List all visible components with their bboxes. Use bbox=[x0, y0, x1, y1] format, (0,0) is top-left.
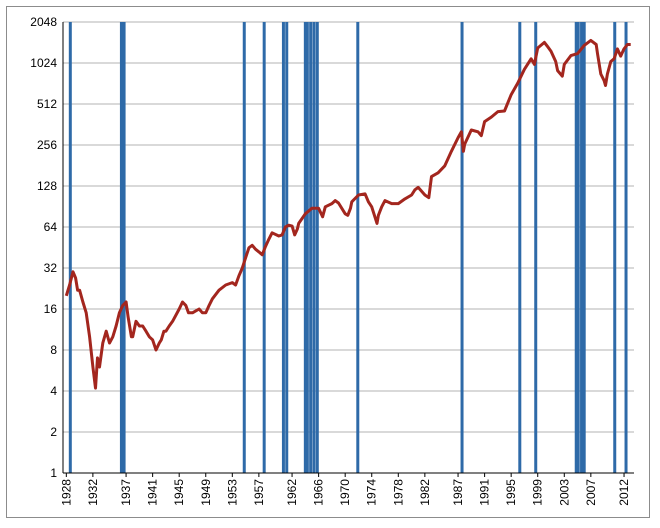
y-tick-label: 2 bbox=[50, 425, 57, 439]
x-tick-label: 1978 bbox=[391, 479, 405, 506]
x-tick-label: 1941 bbox=[146, 479, 160, 506]
x-tick-label: 1937 bbox=[119, 479, 133, 506]
x-tick-label: 1928 bbox=[59, 479, 73, 506]
chart-frame: 2048 1024 512 256 128 64 32 16 8 4 2 1 1928 1932 1937… bbox=[6, 6, 650, 518]
plot-area bbox=[63, 22, 634, 473]
y-tick-label: 8 bbox=[50, 343, 57, 357]
x-tick-label: 1970 bbox=[338, 479, 352, 506]
x-tick-label: 1999 bbox=[531, 479, 545, 506]
series-line bbox=[64, 38, 631, 390]
x-tick-label: 1957 bbox=[252, 479, 266, 506]
x-tick-label: 1966 bbox=[312, 479, 326, 506]
y-tick-labels: 2048 1024 512 256 128 64 32 16 8 4 2 1 bbox=[30, 15, 57, 480]
x-tick-label: 1932 bbox=[86, 479, 100, 506]
x-tick-label: 2007 bbox=[584, 479, 598, 506]
x-tick-label: 1995 bbox=[504, 479, 518, 506]
x-tick-label: 1991 bbox=[478, 479, 492, 506]
x-tick-label: 1945 bbox=[172, 479, 186, 506]
y-tick-label: 256 bbox=[37, 138, 57, 152]
x-tick-labels: 1928 1932 1937 1941 1945 1949 1953 1957 1962 1966… bbox=[59, 473, 631, 506]
x-tick-label: 1987 bbox=[451, 479, 465, 506]
x-tick-label: 1962 bbox=[285, 479, 299, 506]
x-tick-label: 1949 bbox=[199, 479, 213, 506]
y-tick-label: 64 bbox=[44, 220, 58, 234]
y-tick-label: 2048 bbox=[30, 15, 57, 29]
y-tick-label: 32 bbox=[44, 261, 58, 275]
x-tick-label: 1974 bbox=[365, 479, 379, 506]
y-tick-label: 4 bbox=[50, 384, 57, 398]
x-tick-label: 2012 bbox=[617, 479, 631, 506]
y-tick-label: 16 bbox=[44, 302, 58, 316]
x-tick-label: 1953 bbox=[225, 479, 239, 506]
x-tick-label: 1982 bbox=[418, 479, 432, 506]
y-tick-label: 128 bbox=[37, 179, 57, 193]
y-tick-label: 512 bbox=[37, 97, 57, 111]
x-tick-label: 2003 bbox=[557, 479, 571, 506]
log-price-chart: 2048 1024 512 256 128 64 32 16 8 4 2 1 1928 1932 1937… bbox=[30, 15, 634, 506]
y-tick-label: 1024 bbox=[30, 56, 57, 70]
y-tick-label: 1 bbox=[50, 466, 57, 480]
